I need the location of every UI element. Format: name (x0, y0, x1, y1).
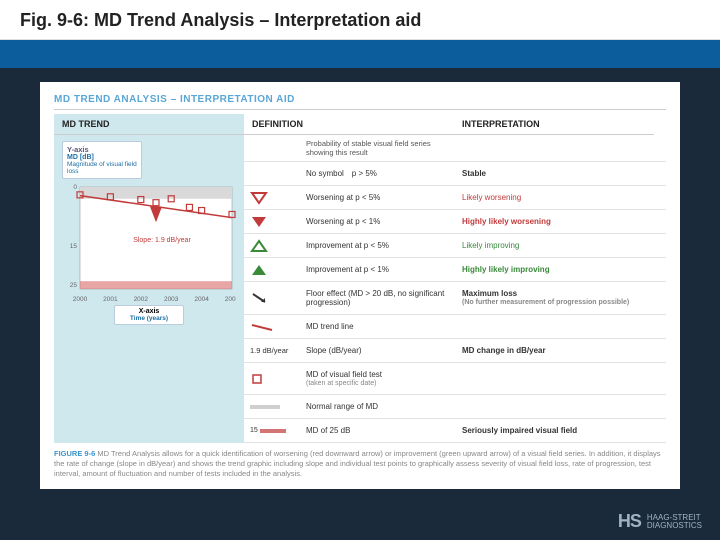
legend-symbol (244, 162, 304, 185)
legend-interpretation (454, 363, 666, 394)
legend-interpretation: Highly likely improving (454, 258, 666, 281)
svg-text:2002: 2002 (134, 296, 149, 303)
caption-text: MD Trend Analysis allows for a quick ide… (54, 449, 661, 478)
svg-text:2001: 2001 (103, 296, 118, 303)
svg-text:0: 0 (73, 184, 77, 191)
legend-interpretation (454, 395, 666, 418)
legend-interpretation (454, 315, 666, 338)
legend-symbol (244, 186, 304, 209)
figure-caption: FIGURE 9-6 MD Trend Analysis allows for … (54, 449, 666, 479)
svg-text:2004: 2004 (194, 296, 209, 303)
legend-definition: MD of visual field test(taken at specifi… (304, 363, 454, 394)
legend-definition: Improvement at p < 1% (304, 258, 454, 281)
legend-interpretation: Stable (454, 162, 666, 185)
header-trend: MD TREND (54, 114, 244, 135)
legend-symbol (244, 282, 304, 314)
legend-symbol (244, 258, 304, 281)
legend-row: MD of visual field test(taken at specifi… (244, 363, 666, 395)
legend-row: Floor effect (MD > 20 dB, no significant… (244, 282, 666, 315)
md-trend-chart-panel: Y-axis MD [dB] Magnitude of visual field… (54, 135, 244, 443)
legend-interpretation: MD change in dB/year (454, 339, 666, 362)
legend-interpretation: Likely worsening (454, 186, 666, 209)
figure-label: FIGURE 9-6 (54, 449, 95, 458)
legend-row: Normal range of MD (244, 395, 666, 419)
legend-definition: MD of 25 dB (304, 419, 454, 442)
legend-definition: Floor effect (MD > 20 dB, no significant… (304, 282, 454, 314)
figure-panel: MD TREND ANALYSIS – INTERPRETATION AID M… (40, 82, 680, 489)
svg-text:2005: 2005 (225, 296, 236, 303)
page-title: Fig. 9-6: MD Trend Analysis – Interpreta… (20, 10, 700, 31)
legend-symbol: 1.9 dB/year (244, 339, 304, 362)
legend-symbol (244, 363, 304, 394)
legend-row: 15MD of 25 dBSeriously impaired visual f… (244, 419, 666, 443)
legend-rows: Probability of stable visual field serie… (244, 135, 666, 443)
legend-interpretation: Maximum loss(No further measurement of p… (454, 282, 666, 314)
svg-text:15: 15 (70, 243, 78, 250)
svg-text:2000: 2000 (73, 296, 88, 303)
legend-symbol (244, 395, 304, 418)
definition-subhead: Probability of stable visual field serie… (244, 135, 666, 162)
legend-interpretation: Likely improving (454, 234, 666, 257)
legend-row: No symbol p > 5%Stable (244, 162, 666, 186)
legend-definition: Worsening at p < 5% (304, 186, 454, 209)
legend-row: MD trend line (244, 315, 666, 339)
content-grid: Y-axis MD [dB] Magnitude of visual field… (54, 135, 666, 443)
aid-title: MD TREND ANALYSIS – INTERPRETATION AID (54, 94, 666, 110)
legend-symbol (244, 234, 304, 257)
blue-band (0, 40, 720, 68)
legend-symbol (244, 315, 304, 338)
legend-definition: Normal range of MD (304, 395, 454, 418)
legend-definition: Worsening at p < 1% (304, 210, 454, 233)
legend-interpretation: Highly likely worsening (454, 210, 666, 233)
column-headers: MD TREND DEFINITION INTERPRETATION (54, 114, 666, 135)
legend-definition: MD trend line (304, 315, 454, 338)
legend-symbol (244, 210, 304, 233)
y-axis-label-box: Y-axis MD [dB] Magnitude of visual field… (62, 141, 142, 179)
legend-row: 1.9 dB/yearSlope (dB/year)MD change in d… (244, 339, 666, 363)
legend-row: Worsening at p < 5%Likely worsening (244, 186, 666, 210)
x-axis-label-box: X-axis Time (years) (114, 305, 184, 325)
legend-definition: Slope (dB/year) (304, 339, 454, 362)
logo-mark: HS (618, 511, 641, 532)
legend-row: Worsening at p < 1%Highly likely worseni… (244, 210, 666, 234)
brand-logo: HS HAAG-STREIT DIAGNOSTICS (618, 511, 702, 532)
header-interpretation: INTERPRETATION (454, 114, 654, 135)
md-trend-chart: 0 15 25 2000 2001 2002 2003 2004 2005 Slope: 1.9 … (62, 183, 236, 303)
legend-row: Improvement at p < 5%Likely improving (244, 234, 666, 258)
logo-text: HAAG-STREIT DIAGNOSTICS (647, 514, 702, 530)
legend-symbol: 15 (244, 419, 304, 442)
legend-row: Improvement at p < 1%Highly likely impro… (244, 258, 666, 282)
svg-text:Slope: 1.9 dB/year: Slope: 1.9 dB/year (133, 237, 191, 244)
header-definition: DEFINITION (244, 114, 454, 135)
legend-definition: No symbol p > 5% (304, 162, 454, 185)
svg-text:25: 25 (70, 282, 78, 289)
legend-interpretation: Seriously impaired visual field (454, 419, 666, 442)
title-bar: Fig. 9-6: MD Trend Analysis – Interpreta… (0, 0, 720, 40)
legend-definition: Improvement at p < 5% (304, 234, 454, 257)
svg-text:2003: 2003 (164, 296, 179, 303)
